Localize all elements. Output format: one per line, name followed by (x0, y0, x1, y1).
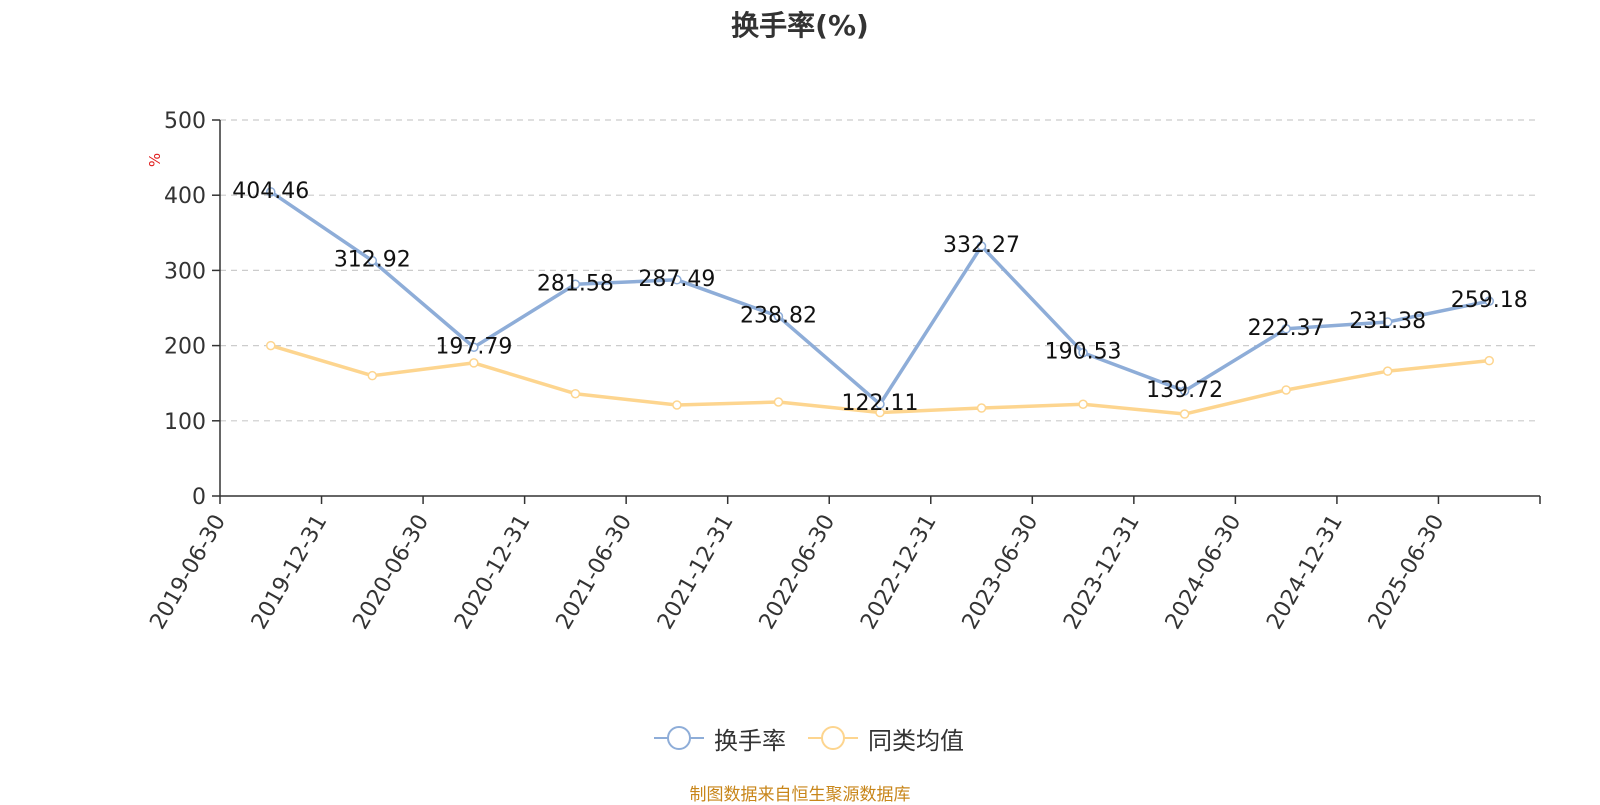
data-point (266, 340, 276, 351)
legend-item-turnover[interactable]: 换手率 (654, 722, 786, 755)
data-point (976, 403, 987, 413)
data-point (1484, 355, 1494, 366)
data-point (875, 399, 885, 409)
y-tick-label: 500 (164, 109, 206, 134)
data-point (1281, 385, 1291, 395)
x-tick-label: 2023-12-31 (1059, 511, 1145, 634)
data-point (570, 388, 581, 399)
data-label: 238.82 (740, 303, 817, 328)
y-tick-label: 100 (164, 410, 206, 435)
x-tick-label: 2022-06-30 (755, 511, 841, 634)
data-label: 122.11 (842, 391, 919, 416)
data-point (469, 342, 479, 353)
data-label: 281.58 (537, 271, 614, 296)
data-point (367, 370, 378, 381)
x-tick-label: 2021-06-30 (552, 511, 638, 634)
data-point (773, 311, 784, 322)
y-tick-label: 400 (164, 184, 206, 209)
legend-marker-icon (808, 726, 858, 750)
data-label: 332.27 (943, 233, 1020, 258)
grid-lines (220, 119, 1540, 422)
data-point (1382, 317, 1393, 327)
x-tick-label: 2023-06-30 (958, 511, 1044, 634)
x-tick-label: 2020-06-30 (348, 511, 434, 634)
data-point (1078, 347, 1088, 358)
data-label: 287.49 (638, 267, 715, 292)
y-tick-label: 200 (164, 335, 206, 360)
data-labels: 404.46 312.92 197.79 281.58 287.49 238.82 122.… (232, 179, 1527, 416)
data-point (976, 241, 987, 251)
x-tick-label: 2020-12-31 (450, 511, 536, 634)
chart-title: 换手率(%) (731, 9, 869, 42)
y-axis-unit-label: % (146, 153, 164, 167)
data-label: 259.18 (1451, 288, 1528, 313)
data-point (672, 400, 682, 410)
x-tick-label: 2025-06-30 (1364, 511, 1450, 634)
legend-label: 同类均值 (868, 726, 964, 755)
series-line (269, 190, 1490, 406)
legend-item-peer-average[interactable]: 同类均值 (808, 722, 964, 755)
data-label: 197.79 (435, 334, 512, 359)
legend-label: 换手率 (714, 726, 786, 755)
x-tick-label: 2024-06-30 (1161, 511, 1247, 634)
data-label: 404.46 (232, 179, 309, 204)
series (266, 187, 1494, 419)
x-tick-label: 2019-06-30 (145, 511, 231, 634)
data-label: 312.92 (334, 248, 411, 273)
data-point (1281, 324, 1291, 334)
data-label: 222.37 (1248, 316, 1325, 341)
data-point (773, 397, 784, 407)
data-point (266, 187, 276, 197)
legend-marker-icon (654, 726, 704, 750)
x-tick-label: 2019-12-31 (247, 511, 333, 634)
data-point (469, 358, 479, 368)
data-point (1382, 366, 1393, 376)
y-tick-label: 300 (164, 259, 206, 284)
data-label: 231.38 (1349, 309, 1426, 334)
data-point (672, 275, 682, 285)
data-point (367, 255, 378, 266)
x-tick-label: 2024-12-31 (1262, 511, 1348, 634)
data-point (1179, 386, 1190, 396)
x-tick-label: 2022-12-31 (856, 511, 942, 634)
source-note: 制图数据来自恒生聚源数据库 (689, 785, 911, 805)
data-point (570, 279, 581, 290)
data-point (1078, 399, 1088, 410)
y-tick-label: 0 (192, 485, 206, 510)
data-point (1179, 409, 1190, 419)
x-tick-label: 2021-12-31 (653, 511, 739, 634)
data-point (1484, 296, 1494, 306)
data-label: 190.53 (1045, 340, 1122, 365)
data-label: 139.72 (1146, 378, 1223, 403)
